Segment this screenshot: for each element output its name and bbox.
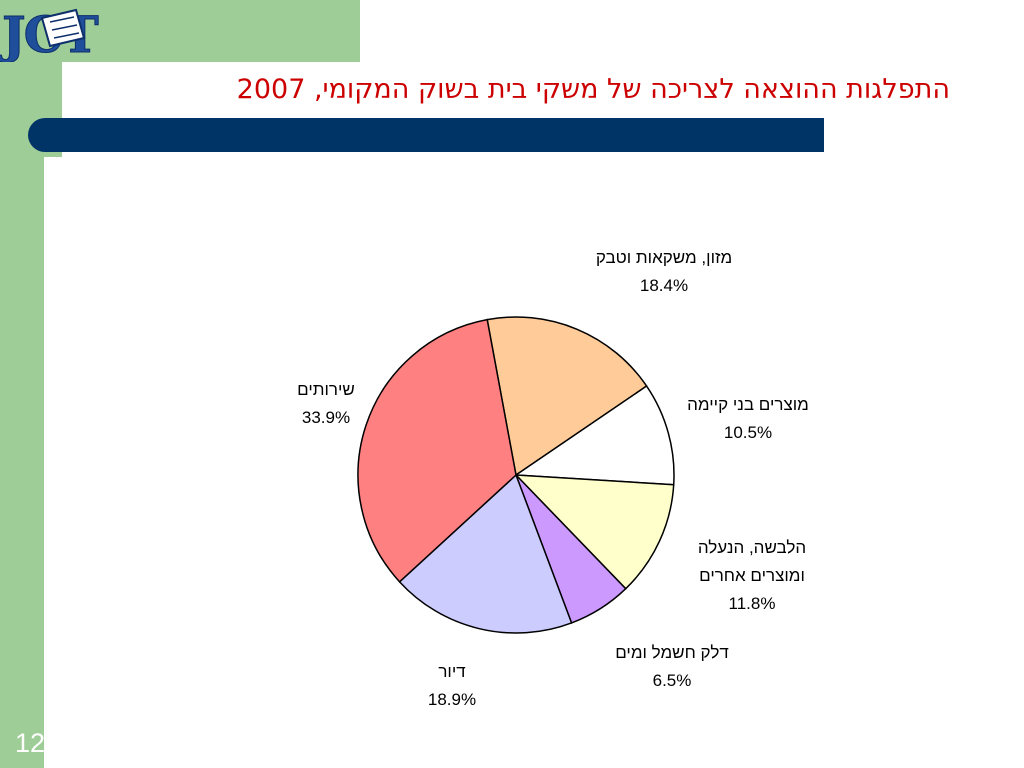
- slice-value-label: 18.9%: [428, 690, 476, 709]
- pie-slice: [398, 473, 573, 634]
- pie-slices: [357, 316, 675, 634]
- pie-slice: [357, 318, 517, 583]
- pie-slice: [486, 316, 648, 477]
- slice-category-label: מזון, משקאות וטבק: [596, 248, 732, 267]
- book-icon: [40, 8, 86, 48]
- slice-category-label: הלבשה, הנעלה: [698, 538, 806, 557]
- slice-category-label: מוצרים בני קיימה: [687, 395, 809, 414]
- slide-title: התפלגות ההוצאה לצריכה של משקי בית בשוק ה…: [236, 74, 950, 105]
- slice-value-label: 10.5%: [724, 423, 772, 442]
- slice-category-label: דיור: [438, 662, 465, 681]
- page-number: 12: [14, 728, 46, 758]
- pie-slice: [513, 385, 675, 486]
- slice-category-label: דלק חשמל ומים: [615, 643, 729, 662]
- pie-slice: [514, 474, 675, 590]
- slice-value-label: 6.5%: [653, 671, 692, 690]
- title-underline-bar: [28, 118, 824, 152]
- jct-logo: JCT: [0, 5, 101, 63]
- pie-labels: מזון, משקאות וטבק 18.4% מוצרים בני קיימה 10…: [297, 248, 809, 709]
- slice-value-label: 33.9%: [302, 408, 350, 427]
- slice-value-label: 18.4%: [640, 276, 688, 295]
- slice-category-label: שירותים: [297, 380, 355, 399]
- slice-category-label: ומוצרים אחרים: [699, 566, 805, 585]
- band-notch: [44, 157, 62, 768]
- slice-value-label: 11.8%: [729, 594, 776, 613]
